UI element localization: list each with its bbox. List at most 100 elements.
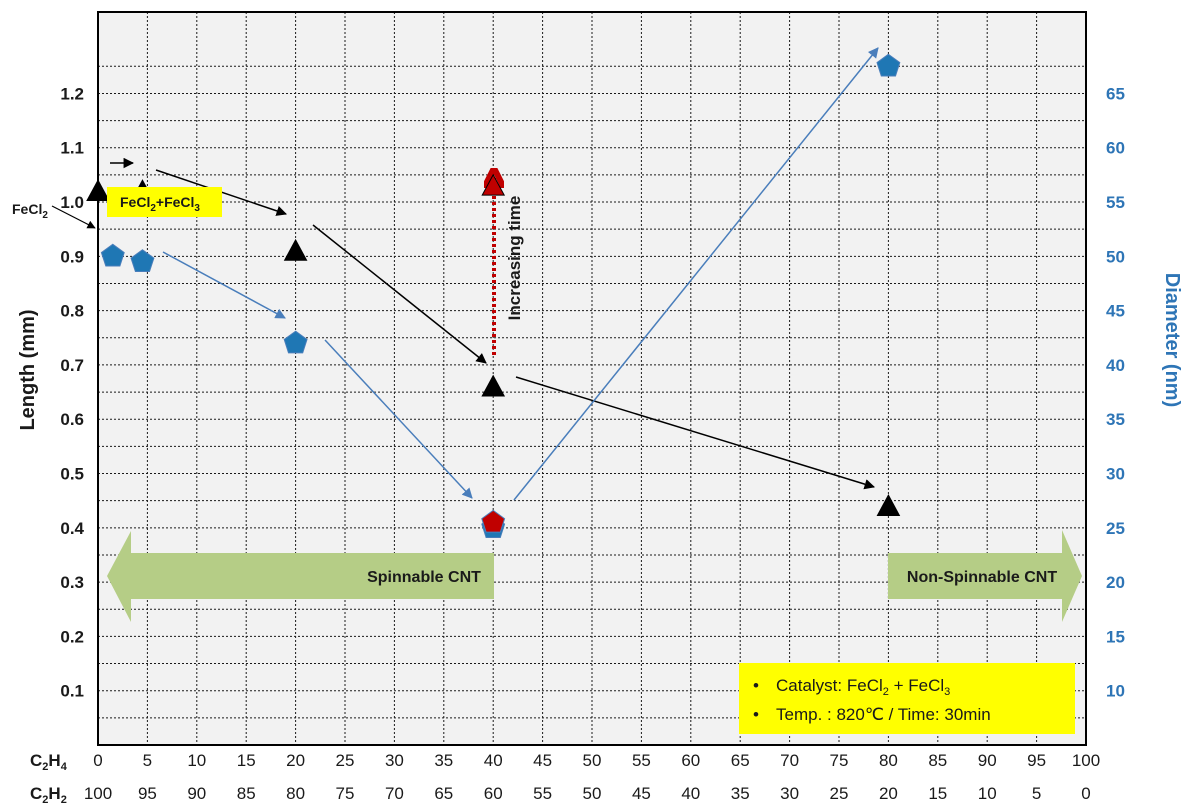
- x-tick-label: 5: [143, 751, 152, 770]
- x-tick-label: 10: [187, 751, 206, 770]
- x-tick-label: 95: [138, 784, 157, 803]
- x-tick-label: 25: [336, 751, 355, 770]
- x-tick-label: 50: [583, 751, 602, 770]
- plot-frame: [97, 11, 1087, 746]
- grid: [98, 12, 1086, 745]
- x-tick-label: 100: [1072, 751, 1100, 770]
- x-tick-label: 35: [731, 784, 750, 803]
- x-tick-label: 20: [879, 784, 898, 803]
- diameter-marker-highlight: [481, 509, 506, 533]
- conditions-temp: Temp. : 820℃ / Time: 30min: [776, 705, 991, 724]
- y-right-tick-label: 30: [1106, 465, 1125, 484]
- x-tick-label: 65: [731, 751, 750, 770]
- diameter-marker: [283, 330, 308, 354]
- x-tick-label: 90: [978, 751, 997, 770]
- y-right-tick-label: 10: [1106, 682, 1125, 701]
- diameter-arrow-3: [513, 47, 879, 501]
- x-tick-label: 65: [434, 784, 453, 803]
- x-tick-label: 10: [978, 784, 997, 803]
- y-right-tick-label: 20: [1106, 573, 1125, 592]
- x-tick-label: 100: [84, 784, 112, 803]
- mixed-catalyst-label-bg: [107, 187, 222, 217]
- spinnable-band-arrow: [107, 531, 494, 622]
- mixed-catalyst-label: FeCl2+FeCl3: [120, 194, 200, 214]
- diameter-marker: [876, 53, 901, 77]
- y-left-tick-label: 0.5: [60, 465, 84, 484]
- x-tick-label: 35: [434, 751, 453, 770]
- y-right-tick-labels: 10 15 20 25 30 35 40 45 50 55 60 65: [1106, 84, 1125, 700]
- y-right-axis-title: Diameter (nm): [1161, 273, 1183, 407]
- x-row-label-c2h4: C2H4: [30, 751, 68, 773]
- y-right-tick-label: 45: [1106, 302, 1125, 321]
- x-tick-label: 20: [286, 751, 305, 770]
- length-arrow-4: [515, 376, 876, 490]
- x-tick-label: 25: [830, 784, 849, 803]
- y-right-tick-label: 40: [1106, 356, 1125, 375]
- conditions-bullet-2: •: [753, 705, 759, 724]
- x-tick-label: 15: [928, 784, 947, 803]
- x-tick-label: 80: [879, 751, 898, 770]
- y-left-tick-label: 1.2: [60, 84, 84, 103]
- length-arrow-3: [312, 224, 487, 364]
- x-tick-label: 30: [385, 751, 404, 770]
- length-marker: [86, 179, 110, 202]
- x-tick-label: 85: [237, 784, 256, 803]
- y-right-tick-label: 15: [1106, 627, 1125, 646]
- y-left-tick-label: 0.3: [60, 573, 84, 592]
- x-tick-label: 70: [780, 751, 799, 770]
- length-marker: [283, 238, 308, 261]
- y-left-tick-label: 1.1: [60, 139, 84, 158]
- x-tick-label: 60: [681, 751, 700, 770]
- conditions-note-bg: [739, 663, 1075, 734]
- x-tick-labels: 0 5 10 15 20 25 30 35 40 45 50 55 60 65 70 75 80 85 90 95 10…: [84, 751, 1100, 803]
- x-tick-label: 5: [1032, 784, 1041, 803]
- spinnable-label: Spinnable CNT: [367, 569, 481, 586]
- diameter-marker: [100, 243, 125, 267]
- y-left-tick-label: 0.7: [60, 356, 84, 375]
- y-right-tick-label: 55: [1106, 193, 1125, 212]
- length-marker-highlight: [481, 173, 506, 196]
- y-left-tick-label: 0.8: [60, 302, 84, 321]
- plot-area: [98, 12, 1086, 745]
- x-tick-label: 75: [336, 784, 355, 803]
- x-tick-label: 85: [928, 751, 947, 770]
- fecl2-label: FeCl2: [12, 201, 48, 221]
- x-tick-label: 70: [385, 784, 404, 803]
- x-tick-label: 50: [583, 784, 602, 803]
- y-left-tick-label: 0.1: [60, 682, 84, 701]
- increasing-time-label: Increasing time: [505, 196, 524, 321]
- non-spinnable-band-arrow: [888, 530, 1082, 622]
- x-tick-label: 90: [187, 784, 206, 803]
- markers: [86, 53, 901, 538]
- x-tick-label: 40: [681, 784, 700, 803]
- y-left-tick-label: 0.9: [60, 247, 84, 266]
- y-left-tick-labels: 0.1 0.2 0.3 0.4 0.5 0.6 0.7 0.8 0.9 1.0 1.1 1.2: [60, 84, 84, 700]
- fecl2-pointer: [51, 205, 96, 229]
- x-tick-label: 60: [484, 784, 503, 803]
- conditions-bullet-1: •: [753, 676, 759, 695]
- x-tick-label: 0: [93, 751, 102, 770]
- x-row-label-c2h2: C2H2: [30, 784, 67, 806]
- diameter-arrow-1: [162, 251, 286, 319]
- y-left-tick-label: 1.0: [60, 193, 84, 212]
- x-tick-label: 55: [533, 784, 552, 803]
- diameter-marker: [130, 249, 155, 272]
- y-right-tick-label: 65: [1106, 84, 1125, 103]
- y-right-tick-label: 50: [1106, 247, 1125, 266]
- y-right-tick-label: 25: [1106, 519, 1125, 538]
- x-tick-label: 75: [830, 751, 849, 770]
- y-left-tick-label: 0.4: [60, 519, 84, 538]
- y-right-tick-label: 60: [1106, 139, 1125, 158]
- x-tick-label: 80: [286, 784, 305, 803]
- y-left-tick-label: 0.6: [60, 410, 84, 429]
- y-right-tick-label: 35: [1106, 410, 1125, 429]
- length-marker: [481, 374, 506, 397]
- x-tick-label: 0: [1081, 784, 1090, 803]
- x-tick-label: 15: [237, 751, 256, 770]
- non-spinnable-label: Non-Spinnable CNT: [907, 569, 1057, 586]
- conditions-catalyst: Catalyst: FeCl2 + FeCl3: [776, 676, 950, 698]
- y-left-tick-label: 0.2: [60, 627, 84, 646]
- x-tick-label: 40: [484, 751, 503, 770]
- x-tick-label: 95: [1027, 751, 1046, 770]
